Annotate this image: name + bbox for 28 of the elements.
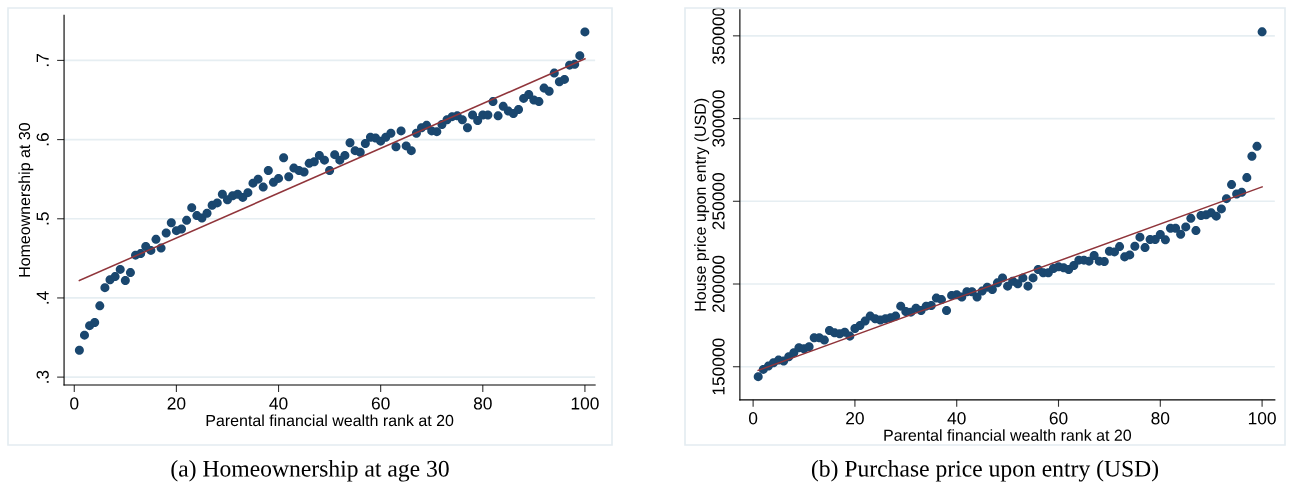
x-tick-label: 0: [70, 397, 79, 410]
text: (a) Homeownership at age 30: [171, 460, 449, 482]
x-tick-label: 80: [1151, 412, 1170, 425]
x-tick-label: 100: [571, 397, 599, 410]
y-tick-label: 350000: [712, 7, 725, 65]
y-tick-label: 200000: [712, 255, 725, 313]
y-tick-label: 150000: [712, 338, 725, 395]
text: (b) Purchase price upon entry (USD): [811, 460, 1159, 482]
y-tick-label: 250000: [712, 172, 725, 230]
y-tick-label: .3: [36, 370, 49, 383]
x-tick-label: 40: [947, 412, 966, 425]
y-axis-title: Homeownership at 30: [18, 123, 34, 277]
y-axis-title: House price upon entry (USD): [694, 98, 710, 311]
x-tick-label: 60: [1049, 412, 1068, 425]
y-tick-label: .7: [36, 54, 49, 67]
y-tick-label: 300000: [712, 90, 725, 147]
x-tick-label: 40: [269, 397, 288, 410]
y-tick-label: .4: [36, 291, 49, 304]
x-tick-label: 0: [748, 412, 758, 425]
x-tick-label: 20: [167, 397, 186, 410]
x-tick-label: 100: [1248, 412, 1276, 425]
x-tick-label: 60: [371, 397, 390, 410]
x-axis-title: Parental financial wealth rank at 20: [884, 429, 1132, 441]
x-axis-title: Parental financial wealth rank at 20: [206, 414, 454, 427]
y-tick-label: .6: [36, 133, 49, 146]
x-tick-label: 20: [846, 412, 864, 425]
y-tick-label: .5: [36, 212, 49, 225]
x-tick-label: 80: [473, 397, 492, 410]
